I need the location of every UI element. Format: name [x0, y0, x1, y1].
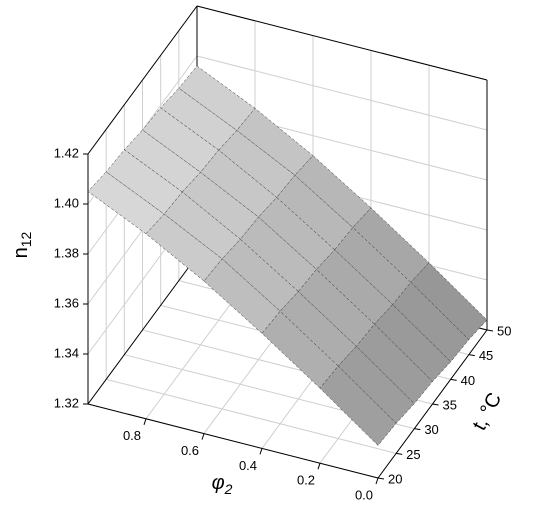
y-tick	[432, 403, 439, 406]
y-tick	[377, 477, 385, 480]
z-tick-label: 1.40	[54, 195, 79, 210]
surface-patch	[337, 346, 415, 424]
z-label: n	[10, 247, 32, 258]
y-tick-label: 25	[406, 447, 420, 462]
surface-patch	[123, 129, 201, 193]
y-tick-label: 45	[479, 348, 493, 363]
box-edge	[87, 5, 198, 155]
x-tick	[317, 463, 321, 470]
z-label-sub: 12	[18, 231, 34, 247]
z-tick-label: 1.42	[54, 145, 79, 160]
z-tick-label: 1.36	[54, 295, 79, 310]
y-tick-label: 30	[424, 422, 438, 437]
y-tick-label: 20	[388, 471, 402, 486]
z-tick-label: 1.32	[54, 395, 79, 410]
y-tick-label: 50	[497, 323, 511, 338]
y-tick	[468, 354, 475, 357]
x-tick	[143, 418, 147, 425]
surface-patch	[218, 130, 296, 198]
z-tick-label: 1.34	[54, 345, 79, 360]
x-tick-label: 0.6	[181, 443, 199, 458]
x-tick-label: 0.8	[123, 428, 141, 443]
x-tick-label: 0.0	[355, 487, 373, 502]
surface-patch	[203, 258, 281, 334]
box-edge	[87, 255, 198, 405]
z-tick-label: 1.38	[54, 245, 79, 260]
surface-patch	[319, 365, 397, 446]
x-label-sub: 2	[224, 481, 233, 497]
grid-line	[106, 378, 397, 454]
box-edge	[87, 403, 379, 479]
x-axis-title: φ2	[212, 472, 233, 496]
surface-patch	[87, 171, 165, 235]
surface-patch	[145, 213, 223, 282]
surface-patch	[374, 304, 452, 382]
z-axis-title: n12	[10, 231, 33, 258]
y-tick-label: 40	[461, 373, 475, 388]
y-tick	[450, 378, 457, 381]
x-tick	[259, 448, 263, 455]
x-tick-label: 0.2	[297, 473, 315, 488]
surface-patch	[410, 262, 488, 341]
surface-patch	[279, 291, 357, 367]
y-tick	[396, 452, 403, 455]
y-axis-title: t, °C	[468, 389, 506, 434]
surface-patch	[355, 323, 433, 405]
grid-line	[196, 55, 488, 131]
x-tick	[201, 433, 205, 440]
x-tick-label: 0.4	[239, 458, 257, 473]
x-label: φ	[212, 472, 225, 494]
y-tick	[414, 428, 421, 431]
surface-patch	[181, 171, 259, 240]
surface-patch	[392, 281, 470, 363]
y-tick-label: 35	[443, 397, 457, 412]
box-edge	[196, 5, 488, 81]
y-tick	[486, 329, 494, 332]
x-tick	[375, 477, 379, 485]
